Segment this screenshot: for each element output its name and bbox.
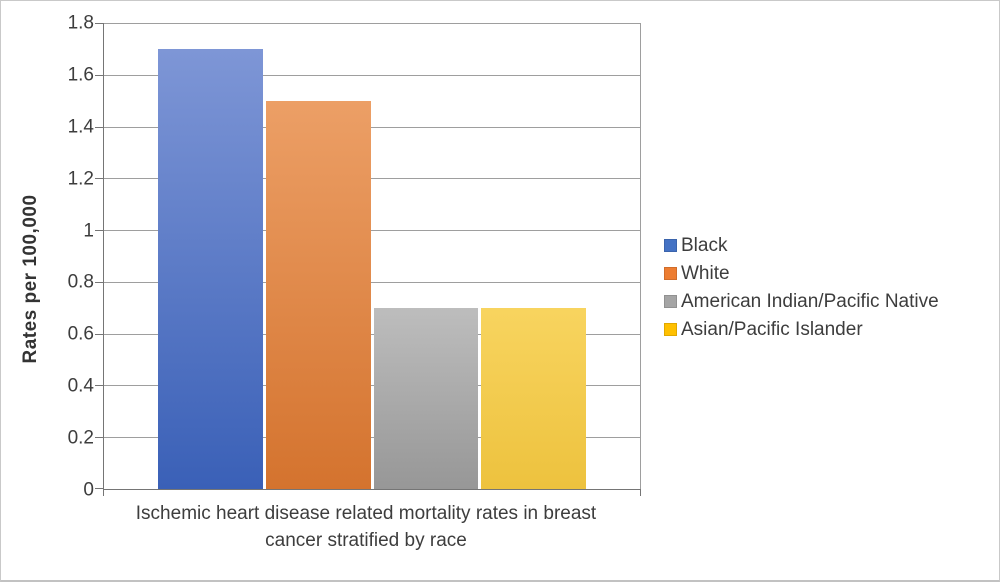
x-axis-title: Ischemic heart disease related mortality… [135, 503, 597, 551]
y-axis-tick-mark [95, 488, 103, 489]
y-tick-label: 0 [83, 479, 94, 501]
y-tick-label: 1.4 [67, 116, 94, 138]
y-axis-tick-labels: 0 0.2 0.4 0.6 0.8 1 1.2 1.4 1.6 1.8 [29, 14, 94, 500]
gridline [104, 23, 640, 24]
y-tick-label: 1 [83, 220, 94, 242]
gridline [104, 333, 640, 335]
legend-item-asian-pacific-islander: Asian/Pacific Islander [664, 315, 939, 343]
gridline [104, 126, 640, 128]
y-tick-label: 1.2 [67, 168, 94, 190]
y-tick-label: 0.2 [67, 427, 94, 449]
legend-label: White [681, 262, 730, 284]
legend-label: Asian/Pacific Islander [681, 318, 863, 340]
gridline [104, 281, 640, 283]
legend-label: American Indian/Pacific Native [681, 290, 939, 312]
bars-container [104, 23, 640, 489]
gridline [104, 230, 640, 232]
gridline [104, 74, 640, 76]
y-axis-tick-mark [95, 281, 103, 283]
bar-white [265, 100, 371, 489]
legend-swatch-icon [664, 294, 677, 308]
y-tick-label: 0.6 [67, 323, 94, 345]
bar-black [158, 48, 263, 489]
y-axis-tick-mark [95, 23, 103, 24]
gridline [104, 385, 640, 387]
y-axis-tick-mark [95, 437, 103, 439]
bar-american-indian-pacific-native [373, 307, 479, 489]
gridline [104, 178, 640, 180]
y-axis-tick-mark [95, 74, 103, 76]
legend: Black White American Indian/Pacific Native… [664, 231, 939, 343]
bar-asian-pacific-islander [481, 307, 586, 489]
legend-item-white: White [664, 259, 939, 287]
legend-swatch-icon [664, 266, 677, 280]
legend-item-american-indian-pacific-native: American Indian/Pacific Native [664, 287, 939, 315]
y-tick-label: 0.4 [67, 375, 94, 397]
y-axis-tick-mark [95, 126, 103, 128]
y-axis-tick-mark [95, 333, 103, 335]
legend-item-black: Black [664, 231, 939, 259]
y-tick-label: 1.8 [67, 12, 94, 34]
y-axis-tick-mark [95, 385, 103, 387]
y-axis-tick-mark [95, 178, 103, 180]
y-tick-label: 0.8 [67, 271, 94, 293]
plot-area [95, 23, 641, 496]
y-axis-tick-mark [95, 230, 103, 232]
legend-swatch-icon [664, 238, 677, 252]
legend-swatch-icon [664, 322, 677, 336]
y-tick-label: 1.6 [67, 64, 94, 86]
gridline [104, 437, 640, 439]
legend-label: Black [681, 234, 728, 256]
